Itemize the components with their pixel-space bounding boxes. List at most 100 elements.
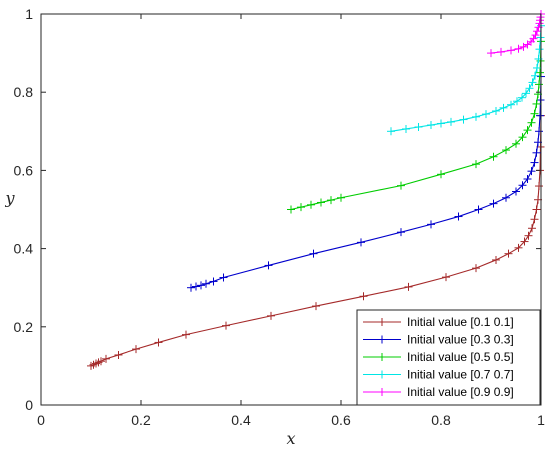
legend-label: Initial value [0.7 0.7] <box>407 368 514 382</box>
series-marker <box>202 279 210 288</box>
series-marker <box>504 249 513 258</box>
series-marker <box>523 175 532 184</box>
legend-item: Initial value [0.1 0.1] <box>363 315 514 329</box>
axes-box <box>40 13 542 406</box>
x-tick-label: 0 <box>37 412 45 428</box>
series-marker <box>502 193 510 202</box>
series-marker <box>531 71 539 80</box>
series-marker <box>187 283 195 292</box>
series-marker <box>530 215 539 224</box>
legend: Initial value [0.1 0.1] Initial value [0.… <box>356 309 541 406</box>
legend-label: Initial value [0.1 0.1] <box>407 315 514 329</box>
series-marker <box>527 167 536 176</box>
series-marker <box>222 321 230 330</box>
series-marker <box>97 357 105 366</box>
series-marker <box>531 31 540 40</box>
series-marker <box>512 139 520 148</box>
series-marker <box>492 255 500 264</box>
series-marker <box>404 282 413 291</box>
series-marker <box>532 99 541 108</box>
legend-item: Initial value [0.9 0.9] <box>363 385 514 399</box>
series-marker <box>357 238 365 247</box>
series-marker <box>402 124 410 133</box>
plot-area <box>87 10 545 370</box>
y-tick-label: 1 <box>25 6 33 22</box>
series-1 <box>187 72 545 292</box>
series-marker <box>489 199 498 208</box>
series-marker <box>514 243 523 252</box>
series-marker <box>397 228 405 237</box>
series-marker <box>497 47 505 56</box>
series-marker <box>414 122 423 131</box>
series-marker <box>442 273 450 282</box>
series-marker <box>528 78 537 87</box>
y-axis-label: y <box>4 189 15 208</box>
series-marker <box>535 127 543 136</box>
series-marker <box>437 170 445 179</box>
series-marker <box>520 237 529 246</box>
y-tick-label: 0.6 <box>14 162 34 178</box>
series-marker <box>359 292 368 301</box>
series-marker <box>536 111 544 120</box>
series-marker <box>209 277 218 286</box>
series-marker <box>530 158 539 167</box>
series-marker <box>522 89 530 98</box>
series-4 <box>487 10 545 58</box>
series-marker <box>327 196 335 205</box>
series-marker <box>317 198 325 207</box>
series-marker <box>518 181 527 190</box>
x-tick-label: 0.6 <box>331 412 351 428</box>
series-marker <box>387 127 395 136</box>
series-marker <box>132 345 140 354</box>
legend-item: Initial value [0.7 0.7] <box>363 368 514 382</box>
series-marker <box>474 205 483 214</box>
series-marker <box>535 182 543 191</box>
series-line <box>490 13 542 54</box>
series-marker <box>487 49 495 58</box>
series-marker <box>287 205 295 214</box>
series-marker <box>472 264 480 273</box>
series-marker <box>535 45 544 54</box>
series-marker <box>532 148 541 157</box>
series-marker <box>447 117 455 126</box>
x-tick-label: 0.8 <box>431 412 451 428</box>
series-marker <box>518 93 526 102</box>
series-marker <box>114 350 123 359</box>
series-marker <box>102 354 110 363</box>
series-marker <box>533 27 541 36</box>
legend-label: Initial value [0.9 0.9] <box>407 385 514 399</box>
series-marker <box>533 63 541 72</box>
series-marker <box>337 193 345 202</box>
ticks: 0 0.2 0.4 0.6 0.8 1 0 0.2 0.4 0.6 0.8 1 <box>14 6 546 428</box>
y-tick-label: 0.2 <box>14 319 34 335</box>
series-2 <box>287 37 545 214</box>
series-marker <box>192 282 200 291</box>
series-marker <box>309 249 318 258</box>
series-marker <box>536 68 544 77</box>
series-line <box>390 25 542 132</box>
x-tick-label: 0.2 <box>131 412 151 428</box>
series-marker <box>197 281 205 290</box>
series-3 <box>387 21 545 136</box>
series-marker <box>532 205 541 214</box>
series-marker <box>518 133 527 142</box>
x-tick-label: 1 <box>537 412 545 428</box>
y-tick-label: 0 <box>25 397 33 413</box>
series-marker <box>312 302 320 311</box>
series-marker <box>297 203 305 212</box>
series-marker <box>499 103 508 112</box>
axes <box>40 13 542 406</box>
series-marker <box>507 46 515 55</box>
series-marker <box>182 330 190 339</box>
series-marker <box>307 200 315 209</box>
legend-label: Initial value [0.5 0.5] <box>407 350 514 364</box>
series-marker <box>507 100 515 109</box>
series-marker <box>530 109 539 118</box>
series-marker <box>523 126 532 135</box>
series-marker <box>397 181 405 190</box>
series-marker <box>524 231 533 240</box>
series-marker <box>525 84 534 93</box>
series-marker <box>264 261 273 270</box>
series-marker <box>267 311 275 320</box>
